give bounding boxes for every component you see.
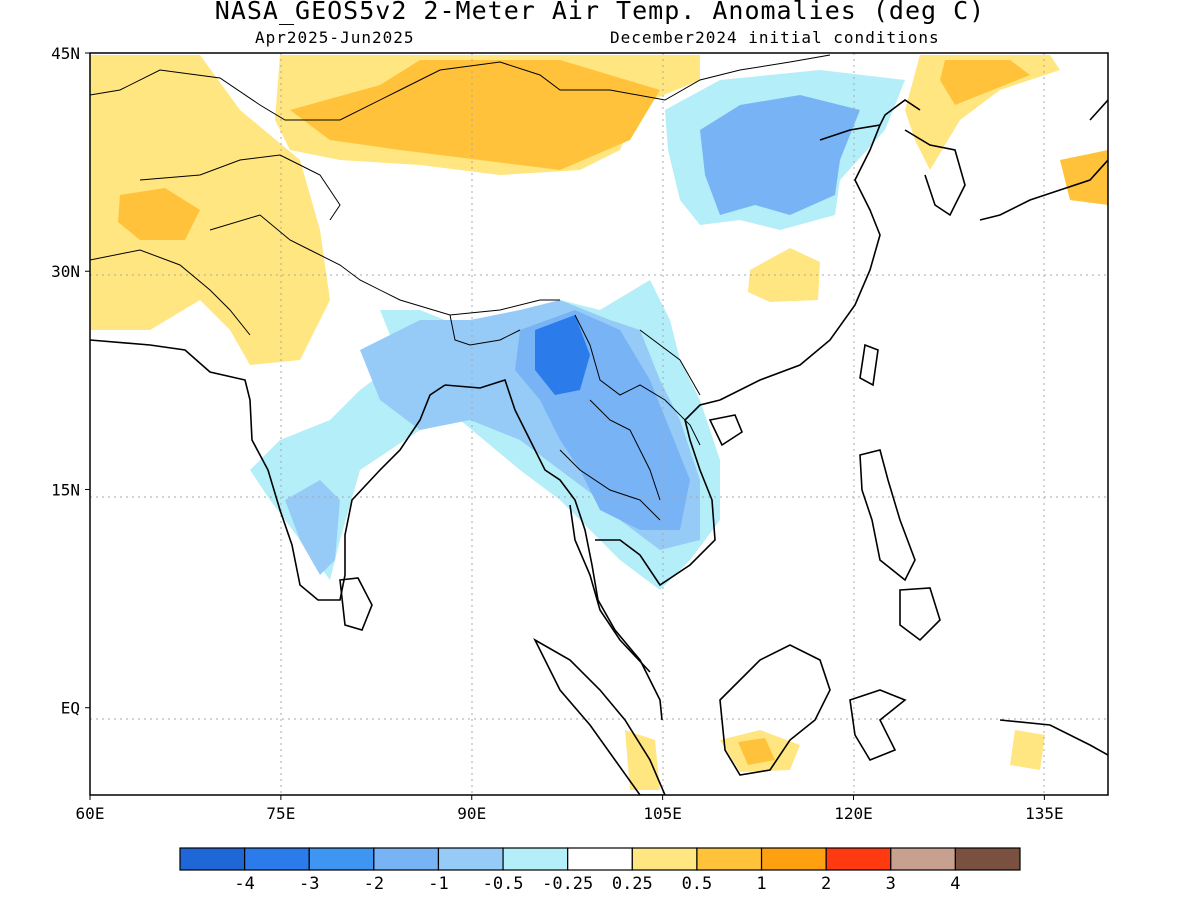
lat-label: EQ: [61, 699, 80, 718]
anomaly-field: [90, 55, 1108, 790]
colorbar-label: -4: [234, 874, 254, 894]
colorbar-swatch: [179, 847, 246, 871]
map-title: NASA_GEOS5v2 2-Meter Air Temp. Anomalies…: [214, 0, 986, 25]
korea-coast: [904, 129, 966, 217]
south-china-coast: [719, 124, 881, 401]
bohai-coast: [819, 99, 921, 141]
warm-region-sumatra: [625, 730, 660, 790]
colorbar-swatch: [437, 847, 504, 871]
colorbar-swatch: [373, 847, 440, 871]
philippines-mindanao: [899, 587, 941, 642]
colorbar-swatch: [308, 847, 375, 871]
warm-region-japan: [1060, 150, 1108, 205]
map-grid: [90, 53, 1108, 795]
sulawesi: [849, 689, 907, 761]
warm-region-mongolia-core: [290, 60, 660, 170]
coastlines: [90, 99, 1108, 795]
colorbar: -4 -3 -2 -1 -0.5 -0.25 0.25 0.5 1 2 3 4: [179, 847, 1021, 894]
initial-conditions: December2024 initial conditions: [610, 28, 940, 47]
lon-label: 120E: [834, 804, 873, 823]
colorbar-label: 4: [950, 874, 960, 894]
latitude-labels: 45N 30N 15N EQ: [51, 44, 90, 718]
colorbar-swatch: [954, 847, 1021, 871]
colorbar-label: 0.5: [682, 874, 713, 894]
lat-label: 45N: [51, 44, 80, 63]
colorbar-label: 1: [756, 874, 766, 894]
colorbar-swatch: [696, 847, 763, 871]
longitude-labels: 60E 75E 90E 105E 120E 135E: [76, 795, 1064, 823]
lon-label: 135E: [1025, 804, 1064, 823]
colorbar-label: 2: [821, 874, 831, 894]
sri-lanka: [339, 577, 373, 631]
indian-subcontinent-coast: [90, 339, 446, 601]
warm-region-south-china: [748, 248, 820, 302]
lon-label: 60E: [76, 804, 105, 823]
sumatra: [533, 637, 666, 795]
cool-region-ne-china-core: [700, 95, 860, 215]
lon-label: 75E: [266, 804, 295, 823]
map-frame: [89, 52, 1109, 796]
warm-region-borneo-core: [738, 738, 775, 765]
colorbar-swatch: [631, 847, 698, 871]
cool-region-burma-core: [535, 315, 590, 395]
colorbar-label: -2: [364, 874, 384, 894]
colorbar-swatch: [890, 847, 956, 871]
malay-peninsula: [569, 504, 651, 673]
gulf-of-thailand: [595, 399, 721, 587]
forecast-period: Apr2025-Jun2025: [255, 28, 415, 47]
colorbar-label: -0.5: [483, 874, 524, 894]
new-guinea: [999, 719, 1108, 756]
warm-region-new-guinea: [1010, 730, 1045, 770]
warm-region-manchuria-core: [940, 60, 1030, 105]
warm-region-central-asia: [90, 55, 330, 365]
japan-kyushu-honshu: [979, 159, 1108, 221]
colorbar-label: 0.25: [612, 874, 653, 894]
colorbar-label: -1: [428, 874, 448, 894]
cool-region-deccan: [285, 480, 340, 575]
taiwan: [859, 343, 879, 387]
colorbar-swatch: [825, 847, 892, 871]
japan-north: [1089, 99, 1108, 121]
colorbar-label: -0.25: [542, 874, 593, 894]
warm-region-afghanistan-core: [118, 188, 200, 240]
lat-label: 30N: [51, 262, 80, 281]
colorbar-label: 3: [886, 874, 896, 894]
bay-of-bengal-east-coast: [444, 378, 663, 721]
borneo: [719, 644, 831, 776]
colorbar-swatch: [244, 847, 310, 871]
hainan: [708, 414, 743, 447]
political-borders: [90, 54, 831, 521]
lon-label: 90E: [457, 804, 486, 823]
lat-label: 15N: [51, 480, 80, 499]
colorbar-swatch: [567, 847, 633, 871]
colorbar-swatch: [760, 847, 827, 871]
lon-label: 105E: [643, 804, 682, 823]
philippines-luzon: [859, 449, 916, 582]
colorbar-swatch: [502, 847, 569, 871]
colorbar-label: -3: [299, 874, 319, 894]
